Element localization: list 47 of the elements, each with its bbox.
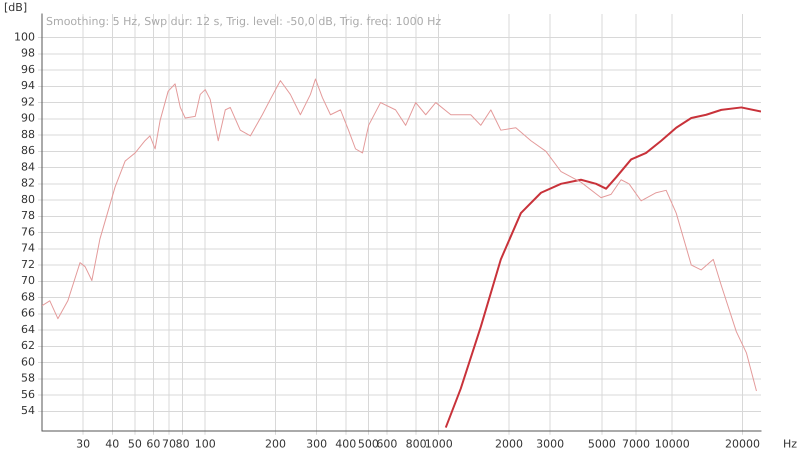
y-tick-label: 76 bbox=[21, 225, 35, 238]
x-tick-label: 100 bbox=[194, 437, 216, 450]
y-tick-label: 74 bbox=[21, 242, 35, 255]
x-tick-label: 300 bbox=[306, 437, 328, 450]
x-tick-label: 50 bbox=[128, 437, 142, 450]
y-tick-label: 72 bbox=[21, 258, 35, 271]
y-tick-label: 54 bbox=[21, 404, 35, 418]
x-tick-label: 10000 bbox=[654, 437, 690, 450]
x-tick-label: 400 bbox=[335, 437, 356, 450]
y-tick-label: 96 bbox=[21, 62, 35, 76]
y-tick-label: 64 bbox=[21, 322, 35, 336]
x-tick-label: 1000 bbox=[424, 437, 453, 450]
x-tick-label: 30 bbox=[76, 437, 90, 450]
x-tick-label: 60 bbox=[146, 437, 160, 450]
y-tick-label: 84 bbox=[21, 160, 35, 174]
y-tick-label: 70 bbox=[21, 274, 35, 288]
x-tick-label: 20000 bbox=[725, 437, 760, 450]
y-tick-label: 98 bbox=[21, 46, 35, 60]
x-tick-label: 600 bbox=[376, 437, 398, 450]
x-tick-label: 500 bbox=[358, 437, 379, 450]
x-tick-label: 7000 bbox=[622, 437, 650, 450]
y-axis-title: [dB] bbox=[4, 0, 28, 14]
y-tick-label: 78 bbox=[21, 209, 35, 222]
y-tick-label: 88 bbox=[21, 128, 35, 141]
x-tick-label: 70 bbox=[162, 437, 176, 450]
y-tick-label: 94 bbox=[21, 79, 35, 92]
annotation: Smoothing: 5 Hz, Swp dur: 12 s, Trig. level: -50,0 dB, Trig. freq: 1000 Hz bbox=[46, 14, 442, 28]
y-tick-label: 82 bbox=[21, 176, 35, 190]
y-tick-label: 66 bbox=[21, 306, 35, 320]
x-tick-label: 2000 bbox=[495, 437, 524, 450]
x-axis-title: Hz bbox=[782, 438, 798, 451]
x-tick-label: 80 bbox=[176, 437, 190, 450]
x-tick-label: 800 bbox=[406, 437, 427, 450]
x-tick-label: 200 bbox=[265, 437, 286, 450]
x-tick-label: 5000 bbox=[588, 437, 616, 450]
x-tick-label: 40 bbox=[105, 437, 120, 450]
y-tick-label: 90 bbox=[21, 112, 35, 125]
y-tick-label: 60 bbox=[21, 355, 35, 368]
y-tick-label: 80 bbox=[21, 192, 35, 206]
y-tick-label: 92 bbox=[21, 95, 35, 108]
y-tick-label: 100 bbox=[14, 30, 35, 44]
y-tick-label: 86 bbox=[21, 144, 35, 158]
y-tick-label: 58 bbox=[21, 372, 35, 385]
x-tick-label: 3000 bbox=[536, 437, 564, 450]
y-tick-label: 56 bbox=[21, 388, 35, 401]
y-tick-label: 62 bbox=[21, 339, 35, 352]
y-tick-label: 68 bbox=[21, 290, 35, 304]
